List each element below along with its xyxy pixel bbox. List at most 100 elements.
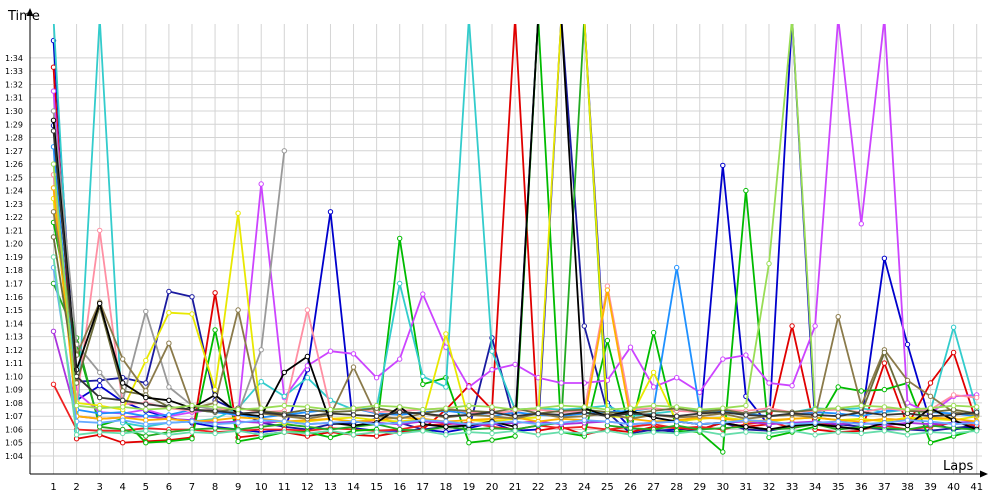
data-point: [720, 356, 726, 362]
data-point: [720, 420, 726, 426]
data-point: [373, 429, 380, 435]
data-point: [443, 384, 449, 390]
data-point: [97, 383, 103, 389]
y-tick-labels: 1:04 1:05 1:06 1:07 1:08 1:09 1:10 1:11 1:12 1:13…: [5, 54, 23, 461]
data-point: [581, 430, 587, 437]
data-point: [50, 128, 57, 134]
x-tick-label: 12: [301, 482, 314, 493]
data-point: [235, 420, 241, 426]
data-point: [650, 369, 657, 376]
data-point: [535, 421, 541, 427]
data-point: [143, 380, 149, 386]
data-point: [974, 404, 980, 410]
data-point: [350, 412, 357, 418]
data-point: [650, 384, 657, 390]
data-point: [166, 405, 172, 411]
x-tick-label: 24: [578, 482, 591, 493]
x-tick-label: 8: [212, 482, 218, 493]
data-point: [212, 392, 218, 398]
data-point: [97, 429, 103, 435]
data-point: [281, 369, 287, 376]
data-point: [674, 264, 680, 271]
x-tick-label: 34: [809, 482, 822, 493]
data-point: [143, 394, 149, 401]
data-point: [627, 421, 634, 427]
data-point: [327, 420, 334, 426]
data-point: [258, 379, 264, 385]
data-point: [166, 438, 172, 445]
data-point: [304, 404, 311, 410]
data-point: [420, 381, 426, 387]
x-tick-label: 11: [278, 482, 291, 493]
x-tick-label: 1: [50, 482, 56, 493]
y-tick-label: 1:17: [5, 279, 23, 288]
data-point: [466, 440, 472, 446]
data-point: [489, 367, 495, 373]
y-tick-label: 1:30: [5, 107, 23, 116]
data-point: [327, 348, 334, 354]
data-point: [212, 404, 218, 410]
data-point: [858, 221, 864, 227]
data-point: [674, 404, 680, 410]
data-point: [420, 373, 426, 380]
x-tick-label: 38: [901, 482, 914, 493]
data-point: [97, 300, 103, 307]
x-axis-title: Laps: [943, 459, 973, 474]
data-point: [904, 432, 911, 438]
data-point: [258, 432, 264, 438]
data-point: [858, 402, 864, 409]
x-tick-label: 29: [693, 482, 706, 493]
data-point: [974, 409, 980, 415]
data-point: [927, 405, 934, 411]
data-point: [212, 430, 218, 437]
data-point: [50, 161, 57, 167]
data-point: [166, 397, 172, 403]
data-point: [235, 406, 241, 413]
data-point: [720, 405, 726, 411]
data-point: [443, 331, 449, 337]
data-point: [743, 424, 749, 430]
x-tick-label: 27: [647, 482, 660, 493]
series-layer: [50, 24, 980, 455]
data-point: [166, 340, 172, 346]
data-point: [904, 400, 911, 406]
data-point: [97, 227, 103, 234]
x-tick-labels: 1 2 3 4 5 6 7 8 9 10 11 12 13 14 15 16 17 18 19 20 21 22 23 24 2…: [50, 482, 983, 493]
data-point: [420, 417, 426, 423]
data-point: [512, 361, 518, 368]
data-point: [350, 418, 357, 425]
data-point: [950, 324, 957, 330]
data-point: [466, 421, 472, 427]
data-point: [581, 409, 587, 415]
x-tick-label: 26: [624, 482, 637, 493]
x-tick-label: 17: [416, 482, 429, 493]
data-point: [327, 428, 334, 434]
y-tick-label: 1:29: [5, 120, 23, 129]
x-tick-label: 23: [555, 482, 568, 493]
data-point: [397, 404, 403, 410]
data-point: [97, 420, 103, 426]
data-point: [489, 404, 495, 410]
data-point: [974, 394, 980, 401]
data-point: [189, 436, 195, 442]
data-point: [650, 412, 657, 418]
data-point: [166, 432, 172, 438]
series-20: [50, 24, 980, 413]
data-point: [350, 432, 357, 438]
data-point: [512, 406, 518, 413]
data-point: [443, 424, 449, 430]
data-point: [281, 418, 287, 425]
data-point: [373, 413, 380, 419]
data-point: [743, 352, 749, 358]
data-point: [73, 373, 80, 380]
data-point: [143, 433, 149, 439]
data-point: [927, 429, 934, 435]
data-point: [420, 428, 426, 434]
data-point: [950, 392, 957, 398]
data-point: [904, 417, 911, 423]
data-point: [789, 323, 795, 329]
data-point: [50, 234, 57, 240]
x-tick-label: 19: [463, 482, 476, 493]
data-point: [235, 307, 241, 313]
data-point: [835, 418, 841, 425]
